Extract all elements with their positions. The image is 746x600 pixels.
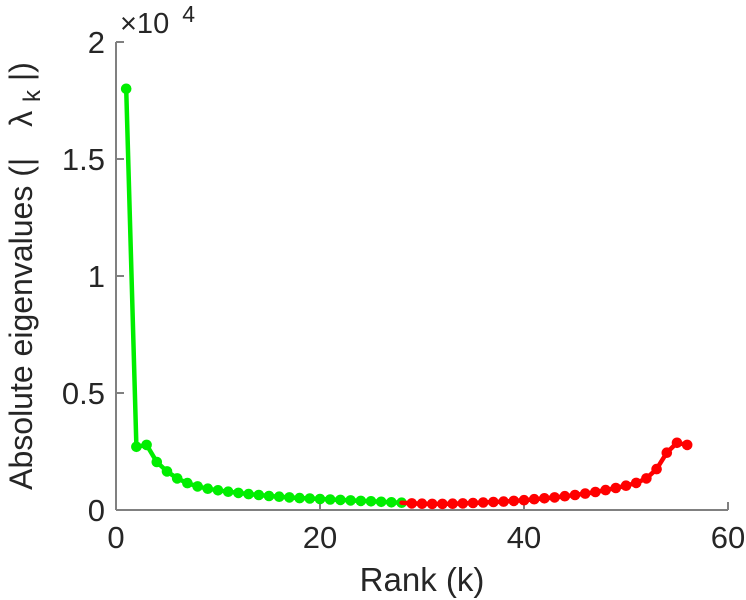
data-point (426, 498, 438, 510)
data-point (498, 496, 509, 507)
data-point (681, 439, 693, 451)
data-point (386, 497, 397, 508)
data-point (539, 493, 550, 504)
data-point (406, 498, 418, 509)
data-point (141, 439, 152, 451)
x-tick-label: 40 (507, 520, 541, 555)
data-point (488, 496, 499, 508)
data-point (467, 497, 479, 509)
data-point (365, 496, 377, 507)
data-point (284, 492, 295, 503)
x-tick-label: 0 (107, 520, 124, 555)
data-point (263, 490, 275, 502)
data-point (457, 498, 469, 509)
data-point (222, 486, 234, 498)
data-point (253, 489, 265, 501)
data-point (671, 437, 683, 449)
y-axis-label: Absolute eigenvalues (| λ k |) (3, 62, 47, 490)
y-tick-label: 1.5 (62, 142, 105, 177)
data-point (273, 491, 285, 503)
data-point (182, 477, 193, 489)
y-axis-exponent-label: ×10 4 (120, 1, 195, 40)
y-axis-label-prefix: Absolute eigenvalues (| (3, 158, 39, 490)
data-point (161, 466, 173, 477)
x-tick-label: 20 (303, 520, 337, 555)
data-point (559, 490, 571, 502)
exponent-base: ×10 (120, 8, 169, 40)
data-point (610, 482, 622, 494)
data-point (416, 498, 428, 510)
leading-eigenvalues-green-line (123, 86, 404, 505)
data-point (151, 456, 163, 468)
data-point (202, 483, 214, 495)
data-point (314, 493, 326, 505)
data-point (437, 498, 448, 510)
data-point (620, 480, 632, 492)
data-point (171, 473, 183, 484)
data-point (630, 477, 642, 489)
y-tick-label: 0 (88, 493, 105, 528)
lambda-subscript: k (19, 89, 46, 102)
data-point (131, 441, 142, 453)
y-tick-label: 0.5 (62, 376, 105, 411)
y-tick-label: 2 (88, 25, 105, 60)
x-axis-label: Rank (k) (360, 561, 485, 598)
data-point (518, 494, 530, 506)
data-point (508, 495, 520, 507)
data-point (294, 492, 305, 504)
series-trailing-eigenvalues-red (399, 437, 693, 510)
series-leading-eigenvalues-green (120, 83, 407, 509)
data-point (192, 481, 203, 492)
data-point (447, 498, 458, 510)
exponent-power: 4 (182, 1, 195, 27)
data-point (345, 495, 356, 506)
data-point (355, 495, 367, 507)
data-point (233, 487, 244, 499)
data-point (375, 496, 387, 508)
data-point (335, 494, 346, 506)
data-point (600, 484, 611, 496)
series-layer (120, 83, 693, 510)
x-tick-label: 60 (711, 520, 745, 555)
data-point (243, 488, 254, 500)
data-point (477, 497, 489, 508)
data-point (549, 492, 560, 503)
lambda-symbol: λ (3, 111, 39, 127)
data-point (120, 83, 132, 95)
data-point (641, 473, 652, 484)
data-point (212, 485, 224, 496)
data-point (528, 493, 540, 505)
data-point (651, 463, 662, 475)
y-tick-label: 1 (88, 259, 105, 294)
data-point (579, 488, 591, 499)
data-point (661, 447, 673, 459)
axes-layer: 0 20 40 60 0 0.5 1 1.5 2 (62, 25, 745, 555)
data-point (324, 494, 336, 505)
data-point (304, 493, 316, 504)
y-axis-label-suffix: |) (3, 62, 39, 81)
data-point (569, 489, 581, 501)
data-point (590, 486, 601, 498)
